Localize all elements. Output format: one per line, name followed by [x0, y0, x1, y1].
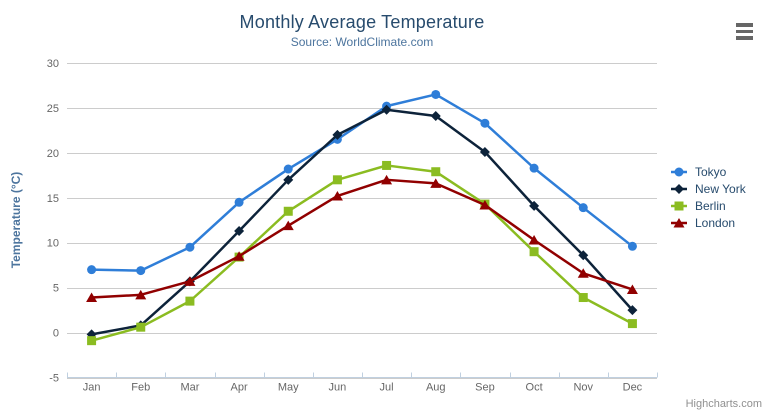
data-point-marker[interactable]	[431, 167, 441, 177]
data-point-marker[interactable]	[184, 276, 196, 286]
legend-item-new-york[interactable]: New York	[670, 180, 746, 197]
y-axis-tick-label: 0	[53, 328, 59, 340]
data-point-marker[interactable]	[136, 322, 146, 332]
data-point-marker[interactable]	[627, 241, 637, 251]
data-point-marker[interactable]	[626, 284, 638, 294]
data-point-marker[interactable]	[578, 203, 588, 213]
chart-title: Monthly Average Temperature	[239, 12, 485, 32]
legend-label: Tokyo	[695, 164, 727, 179]
hamburger-menu-icon	[732, 23, 756, 40]
y-axis-tick-label: 10	[47, 238, 59, 250]
legend-diamond-symbol-icon	[671, 183, 687, 194]
x-axis-tick-label: Jul	[380, 382, 394, 394]
legend-square-symbol-icon	[671, 201, 687, 210]
data-point-marker[interactable]	[431, 89, 441, 99]
x-axis-tick-label: Mar	[180, 382, 199, 394]
data-point-marker[interactable]	[578, 293, 588, 303]
series-line	[90, 164, 634, 342]
data-point-marker[interactable]	[332, 175, 342, 185]
x-axis-tick-label: Sep	[475, 382, 495, 394]
data-point-marker[interactable]	[283, 174, 294, 185]
data-point-marker[interactable]	[381, 174, 393, 185]
x-axis-tick-label: Feb	[131, 382, 150, 394]
data-point-marker[interactable]	[529, 163, 539, 173]
series-line	[90, 178, 634, 299]
data-point-marker[interactable]	[234, 226, 245, 237]
y-axis-tick-label: 25	[47, 103, 59, 115]
data-point-marker[interactable]	[87, 336, 97, 346]
x-axis-tick-label: Jan	[83, 382, 101, 394]
data-point-marker[interactable]	[233, 251, 245, 261]
y-axis-tick-label: -5	[49, 373, 59, 385]
data-point-marker	[674, 201, 684, 210]
legend-circle-symbol-icon	[671, 167, 687, 176]
series-line	[90, 93, 634, 272]
data-point-marker[interactable]	[185, 242, 195, 252]
y-axis-tick-label: 30	[47, 58, 59, 70]
data-point-marker[interactable]	[529, 200, 540, 211]
data-point-marker[interactable]	[479, 146, 490, 157]
data-point-marker[interactable]	[430, 178, 442, 188]
chart-subtitle: Source: WorldClimate.com	[290, 35, 434, 49]
data-point-marker	[674, 183, 684, 194]
legend-label: New York	[695, 181, 746, 196]
data-point-marker[interactable]	[578, 250, 589, 261]
y-axis-tick-label: 15	[47, 193, 59, 205]
series-london[interactable]	[86, 174, 638, 303]
x-axis-tick-label: May	[278, 382, 299, 394]
data-point-marker[interactable]	[430, 111, 441, 122]
data-point-marker[interactable]	[480, 118, 490, 128]
data-point-marker[interactable]	[86, 292, 98, 303]
data-point-marker[interactable]	[283, 206, 293, 216]
legend-item-berlin[interactable]: Berlin	[670, 197, 746, 214]
x-axis-tick-label: Aug	[426, 382, 446, 394]
data-point-marker[interactable]	[135, 289, 147, 300]
data-point-marker[interactable]	[283, 164, 293, 174]
legend-item-tokyo[interactable]: Tokyo	[670, 163, 746, 180]
x-axis-tick-label: Dec	[623, 382, 643, 394]
data-point-marker	[674, 167, 684, 176]
x-axis-tick-label: Oct	[526, 382, 543, 394]
x-axis-tick-label: Jun	[329, 382, 347, 394]
series-new-york[interactable]	[86, 104, 638, 340]
data-point-marker[interactable]	[577, 268, 589, 278]
data-point-marker[interactable]	[332, 129, 343, 140]
series-tokyo[interactable]	[87, 89, 637, 276]
y-axis-tick-label: 20	[47, 148, 59, 160]
legend-label: London	[695, 215, 736, 230]
chart-legend: Tokyo New York Berlin London	[670, 163, 746, 231]
series-line	[90, 108, 634, 336]
data-point-marker[interactable]	[529, 247, 539, 257]
data-point-marker[interactable]	[87, 265, 97, 275]
export-menu-button[interactable]	[730, 21, 758, 47]
data-point-marker[interactable]	[627, 305, 638, 316]
legend-label: Berlin	[695, 198, 726, 213]
data-point-marker[interactable]	[282, 220, 294, 231]
data-point-marker[interactable]	[185, 296, 195, 306]
x-axis-tick-label: Nov	[573, 382, 593, 394]
data-point-marker[interactable]	[528, 235, 540, 245]
data-point-marker[interactable]	[136, 266, 146, 276]
data-point-marker	[673, 217, 685, 227]
x-axis-tick-label: Apr	[231, 382, 248, 394]
data-point-marker[interactable]	[381, 104, 392, 115]
legend-item-london[interactable]: London	[670, 214, 746, 231]
legend-triangle-symbol-icon	[671, 217, 687, 227]
data-point-marker[interactable]	[479, 199, 491, 210]
data-point-marker[interactable]	[382, 160, 392, 170]
data-point-marker[interactable]	[234, 197, 244, 207]
data-point-marker[interactable]	[331, 190, 343, 201]
highcharts-credits-link[interactable]: Highcharts.com	[685, 398, 762, 410]
y-axis-tick-label: 5	[53, 283, 59, 295]
data-point-marker[interactable]	[627, 319, 637, 329]
